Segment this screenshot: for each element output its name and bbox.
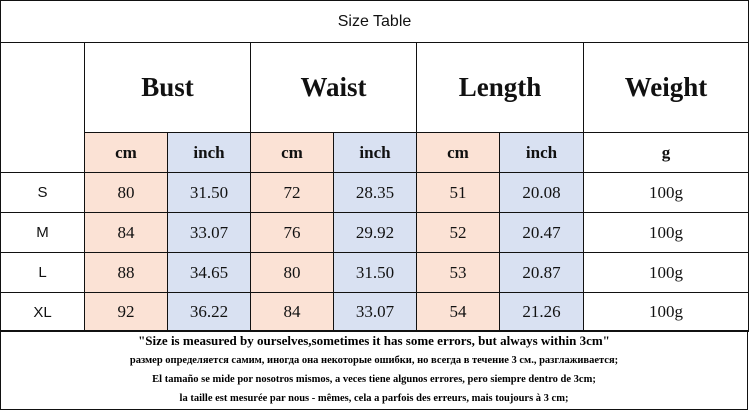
group-header: Bust	[84, 42, 251, 133]
corner-cell	[0, 42, 85, 173]
group-header: Waist	[250, 42, 417, 133]
unit-header: cm	[84, 132, 168, 173]
unit-header: inch	[333, 132, 417, 173]
size-value: 33.07	[167, 212, 251, 253]
size-label: M	[0, 212, 85, 253]
size-value: 21.26	[499, 292, 584, 332]
unit-header: cm	[250, 132, 334, 173]
size-value: 29.92	[333, 212, 417, 253]
group-header: Length	[416, 42, 584, 133]
note-line: "Size is measured by ourselves,sometimes…	[138, 333, 610, 348]
size-value: 54	[416, 292, 500, 332]
note-line: El tamaño se mide por nosotros mismos, a…	[152, 374, 596, 385]
size-value: 100g	[583, 292, 749, 332]
size-value: 20.87	[499, 252, 584, 293]
unit-header: cm	[416, 132, 500, 173]
size-label: XL	[0, 292, 85, 332]
note-line: la taille est mesurée par nous - mêmes, …	[179, 393, 569, 404]
unit-header: inch	[499, 132, 584, 173]
size-value: 88	[84, 252, 168, 293]
size-label: L	[0, 252, 85, 293]
notes-box: "Size is measured by ourselves,sometimes…	[0, 330, 748, 410]
size-value: 80	[84, 172, 168, 213]
size-value: 51	[416, 172, 500, 213]
note-line: размер определяется самим, иногда она не…	[129, 355, 619, 366]
unit-header: g	[583, 132, 749, 173]
size-value: 31.50	[333, 252, 417, 293]
size-value: 31.50	[167, 172, 251, 213]
size-value: 100g	[583, 252, 749, 293]
size-value: 34.65	[167, 252, 251, 293]
size-value: 76	[250, 212, 334, 253]
size-value: 20.47	[499, 212, 584, 253]
size-value: 100g	[583, 212, 749, 253]
group-header: Weight	[583, 42, 749, 133]
size-label: S	[0, 172, 85, 213]
size-value: 33.07	[333, 292, 417, 332]
size-value: 84	[84, 212, 168, 253]
title-cell: Size Table	[0, 0, 749, 43]
size-value: 52	[416, 212, 500, 253]
unit-header: inch	[167, 132, 251, 173]
size-value: 72	[250, 172, 334, 213]
size-value: 20.08	[499, 172, 584, 213]
size-value: 53	[416, 252, 500, 293]
size-value: 36.22	[167, 292, 251, 332]
size-value: 92	[84, 292, 168, 332]
size-value: 28.35	[333, 172, 417, 213]
size-value: 100g	[583, 172, 749, 213]
size-value: 80	[250, 252, 334, 293]
size-value: 84	[250, 292, 334, 332]
